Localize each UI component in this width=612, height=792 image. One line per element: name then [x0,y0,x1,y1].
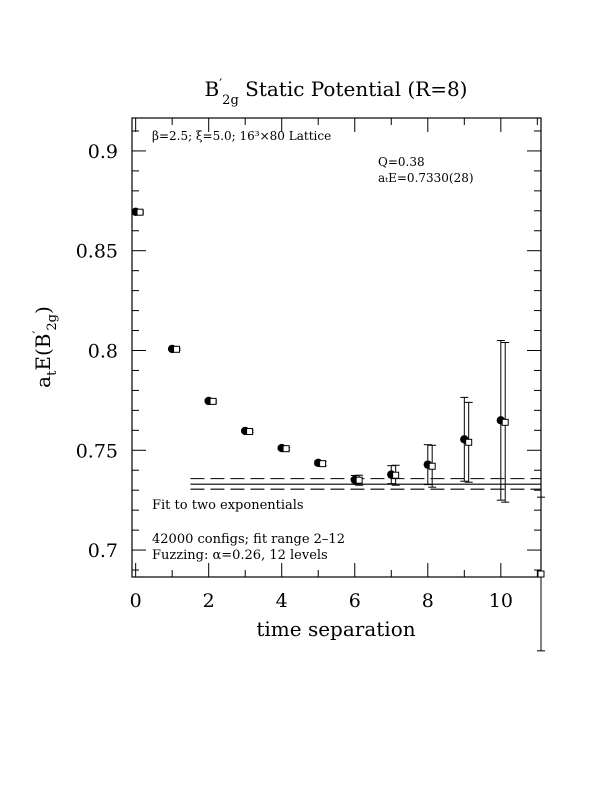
data-point-square [209,397,217,405]
fit-q-annotation: Q=0.38 [378,155,425,169]
y-tick-label: 0.7 [88,540,118,562]
data-point-square [319,460,327,468]
data-point-square [537,570,545,578]
data-point-square [136,208,144,216]
y-axis-ticks: 0.7 0.75 0.8 0.85 0.9 [76,130,541,571]
fit-label: Fit to two exponentials [152,498,304,513]
data-point-square [501,418,509,426]
fit-lines [190,478,541,490]
x-tick-label: 0 [130,590,142,612]
data-point-square [246,428,254,436]
x-tick-label: 4 [276,590,288,612]
y-tick-label: 0.75 [76,440,118,462]
header-annotation: β=2.5; ξ=5.0; 16³×80 Lattice [152,129,331,143]
data-points [131,207,545,652]
y-tick-label: 0.9 [88,141,118,163]
x-tick-label: 8 [422,590,434,612]
chart-title: B′2g Static Potential (R=8) [205,77,468,108]
data-point-square [355,476,363,484]
plot-frame [131,117,542,578]
x-axis-label: time separation [256,617,415,641]
fuzzing-annotation: Fuzzing: α=0.26, 12 levels [152,548,328,563]
x-tick-label: 2 [203,590,215,612]
data-point-square [173,345,181,353]
x-tick-label: 6 [349,590,361,612]
fit-energy-annotation: aₜE=0.7330(28) [378,171,474,185]
y-axis-label: atE(B′2g) [31,306,60,388]
data-point-square [392,471,400,479]
data-point-square [282,445,290,453]
config-annotation: 42000 configs; fit range 2–12 [152,532,345,547]
data-point-square [428,462,436,470]
x-axis-ticks: 0 2 4 6 8 10 [130,118,538,612]
y-tick-label: 0.8 [88,340,118,362]
y-tick-label: 0.85 [76,241,118,263]
x-tick-label: 10 [489,590,513,612]
data-point-square [465,438,473,446]
